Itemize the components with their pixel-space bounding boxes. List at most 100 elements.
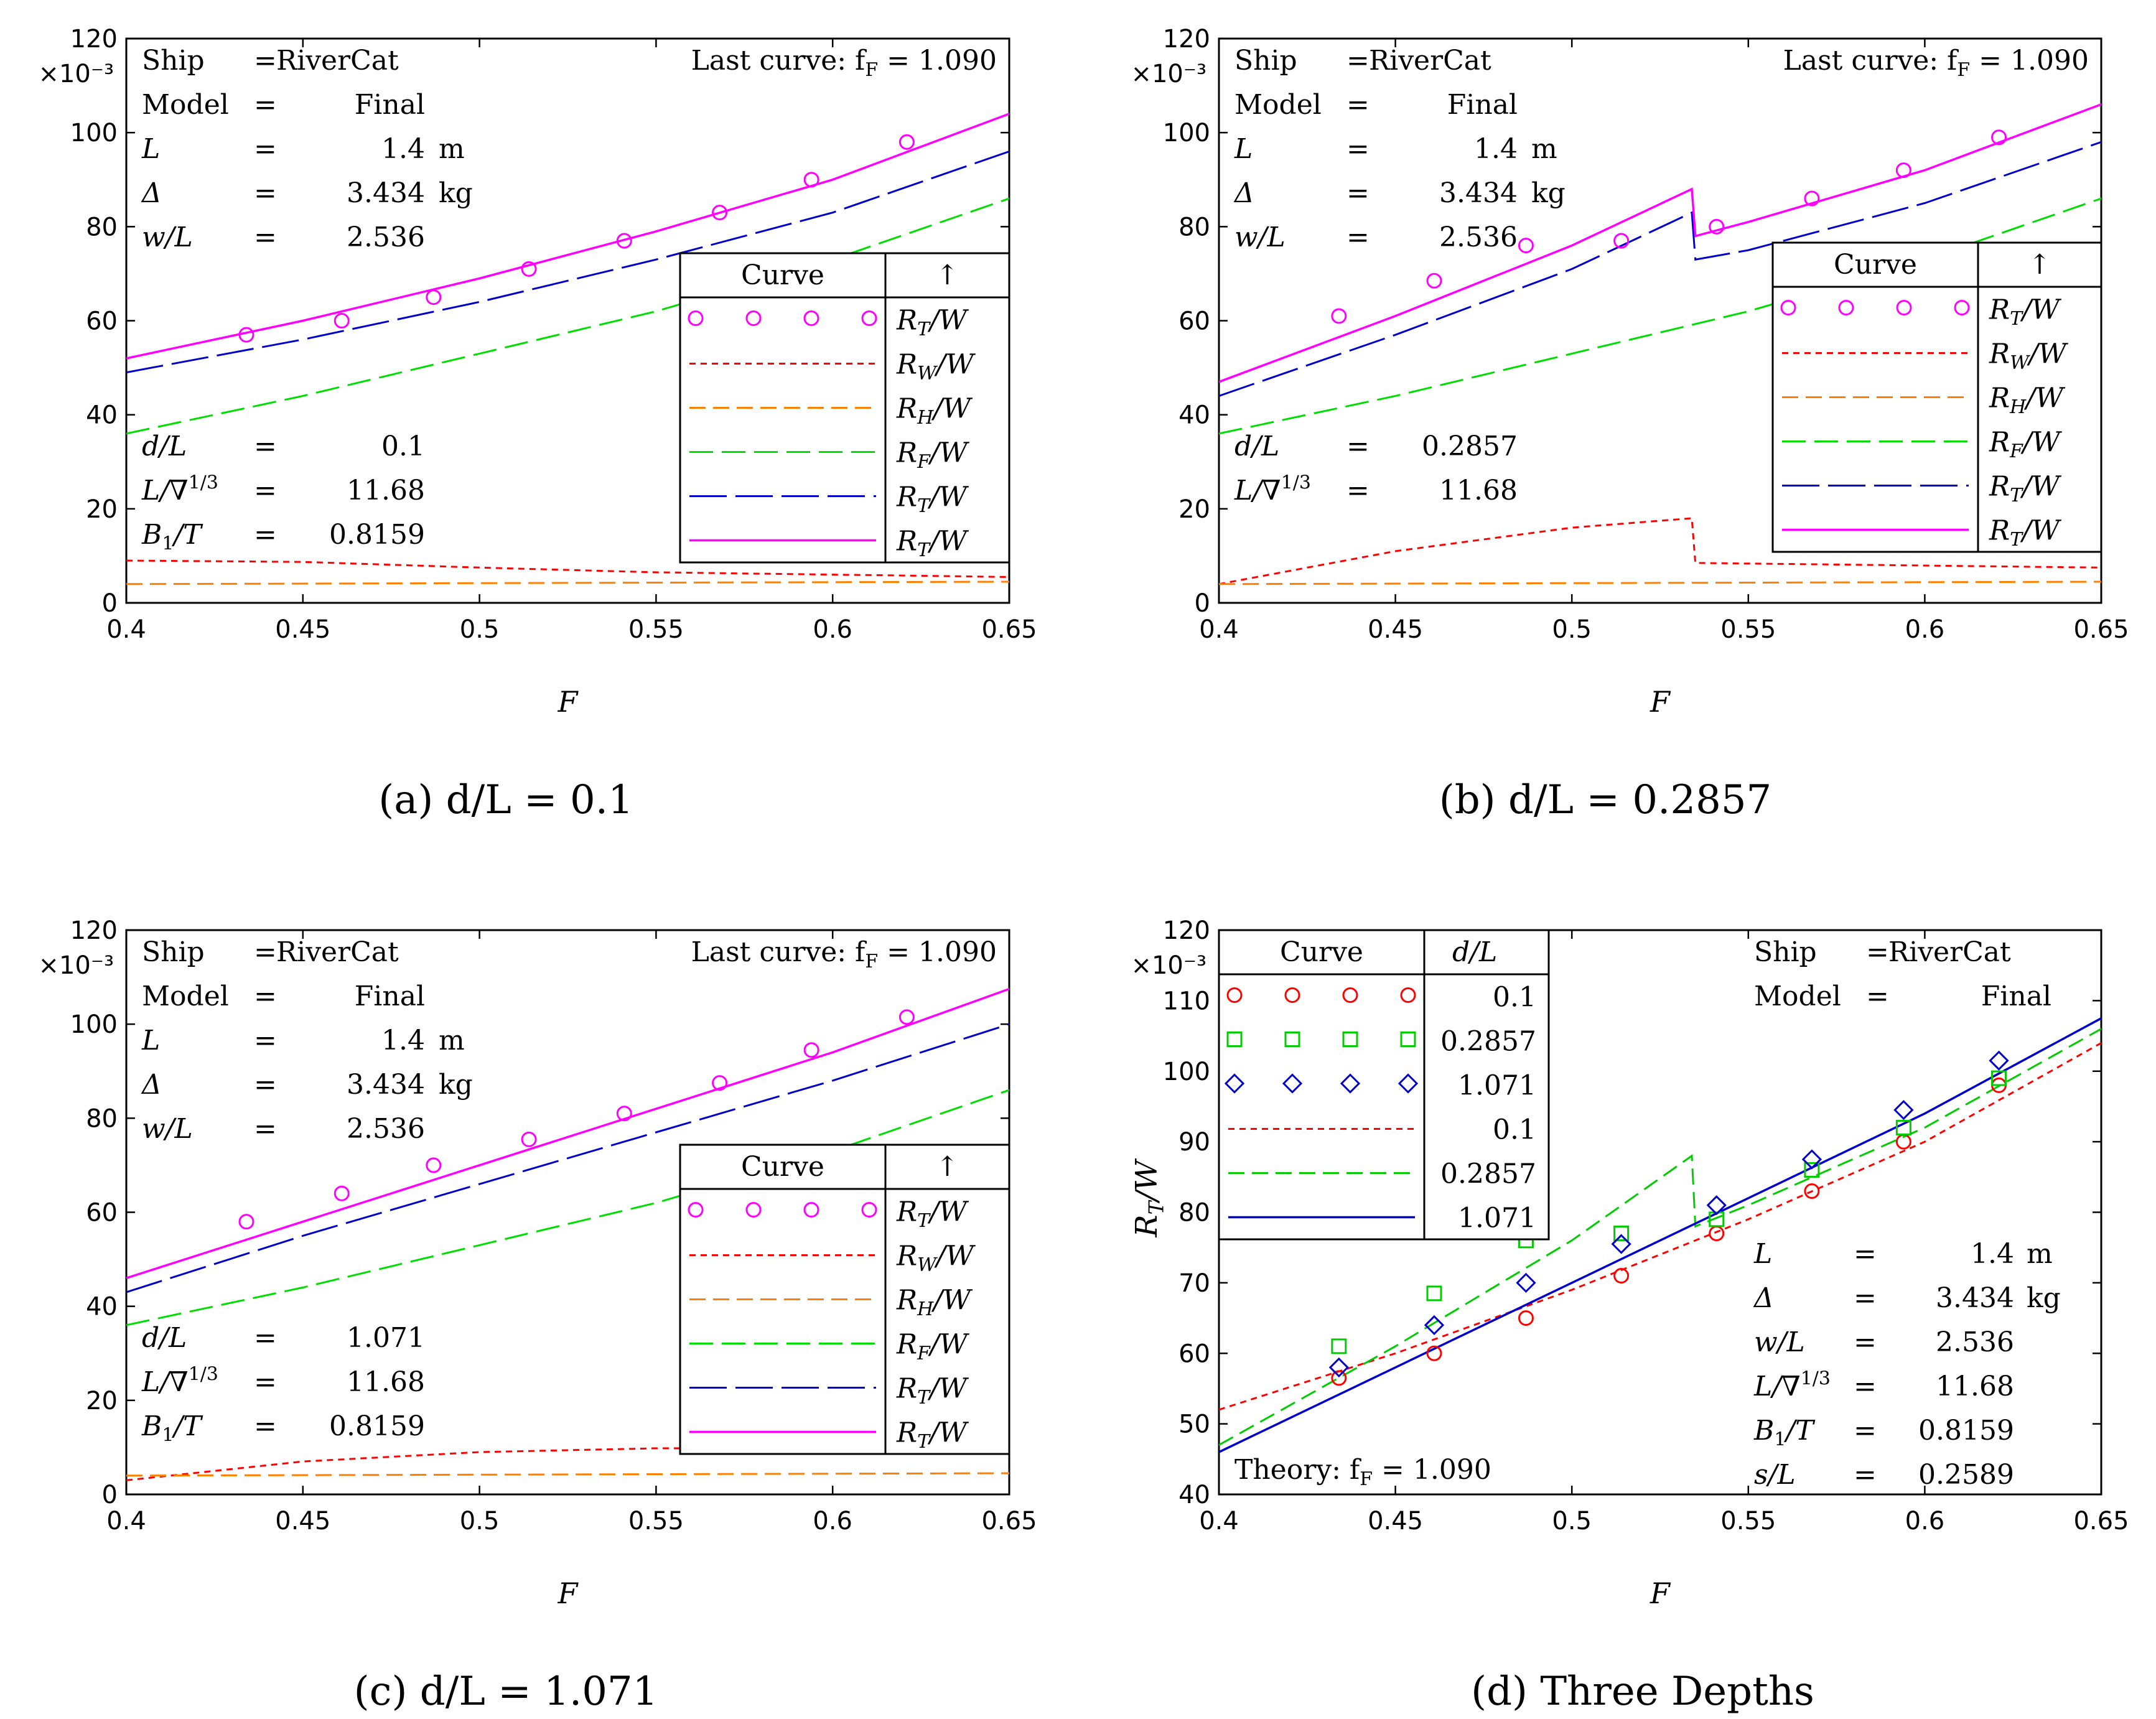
x-tick-label: 0.55 [1720,615,1776,644]
legend-entry: RT/W [896,526,969,562]
panel-c: 0.4 0.45 0.5 0.55 0.6 0.65 0 20 40 60 80 100 120 ×10⁻… [38,916,1037,1715]
info-unit: m [439,1025,465,1056]
info-key: Model [142,981,229,1012]
legend-entry: 0.2857 [1440,1026,1536,1058]
data-point-rt [898,134,915,150]
y-tick-label: 40 [1178,401,1210,430]
x-tick-label: 0.6 [813,1507,852,1535]
y-tick-label: 80 [86,213,118,241]
marker-circle [1226,987,1243,1003]
marker-diamond [1328,1357,1349,1378]
legend-box [1218,929,1550,1241]
panel-a: 0.4 0.45 0.5 0.55 0.6 0.65 0 20 40 60 80 100 120 ×10⁻… [38,25,1037,823]
marker-diamond [1398,1073,1419,1094]
x-tick-label: 0.65 [2073,1507,2129,1535]
info-value: RiverCat [276,45,399,77]
x-axis-label: F [558,685,579,719]
marker-square [1709,1211,1725,1228]
info-unit: kg [1531,177,1566,209]
y-tick-label: 100 [70,1010,118,1039]
marker-diamond [1516,1272,1536,1293]
series-line-d-0_1 [1219,1042,2101,1411]
x-tick-label: 0.65 [981,615,1037,644]
info-value: Final [355,981,425,1012]
data-point-rt [712,205,728,221]
data-point-rt [1804,190,1820,207]
legend-header-dl: d/L [1452,936,1497,968]
info-value: 11.68 [1936,1371,2014,1402]
legend-entry: RT/W [1989,294,2062,330]
x-tick-label: 0.45 [1368,1507,1423,1535]
y-tick-label: 20 [86,1387,118,1415]
legend-entry: 0.1 [1493,982,1536,1013]
info-key: Δ [1233,177,1254,209]
series-line-rw-w [126,1447,1009,1481]
data-point-rt [521,261,537,277]
legend-entry: 0.2857 [1440,1158,1536,1190]
legend-marker-circle [688,310,704,326]
y-tick-label: 100 [70,119,118,147]
info-value: RiverCat [1369,45,1491,77]
series-line-rw-w [126,559,1009,578]
legend-marker-circle [745,1202,762,1218]
info-value: 1.4 [1971,1238,2014,1270]
info-eq: = [1854,1459,1877,1491]
legend-marker-circle [1780,300,1796,315]
info-value: 0.8159 [329,519,425,551]
legend-entry: RW/W [896,349,976,385]
legend-header-curve: Curve [741,1151,824,1183]
info-eq: = [1854,1326,1877,1358]
last-curve-note: Last curve: fF = 1.090 [691,936,997,972]
info-key: L/∇1/3 [1753,1367,1831,1402]
series-line-rt-w-magenta [126,987,1009,1279]
data-point-rt [1991,129,2007,146]
info-value: 1.4 [381,1025,425,1056]
info-value: 0.1 [381,431,425,462]
data-point-rt [1426,273,1442,289]
info-value: 1.4 [381,133,425,165]
legend-header-curve: Curve [1280,936,1363,968]
marker-diamond [1340,1073,1361,1094]
legend: Curve d/L 0.1 0.2857 1.071 0.1 0.2857 1.071 [1218,929,1550,1241]
legend-entry: RT/W [896,482,969,518]
x-tick-label: 0.6 [1905,615,1945,644]
legend-marker-circle [861,1202,877,1218]
info-eq: = [254,431,277,462]
marker-diamond [1893,1099,1914,1120]
marker-circle [1709,1226,1725,1242]
marker-circle [1426,1345,1442,1361]
info-key: d/L [142,1322,187,1354]
info-key: d/L [1234,431,1279,462]
data-point-rt [521,1131,537,1147]
info-key: L [1753,1238,1772,1270]
exponent-label: ×10⁻³ [38,60,114,88]
info-value: 11.68 [347,1366,425,1398]
info-eq: = [254,133,277,165]
x-axis-label: F [1650,1577,1671,1610]
info-eq: = [254,45,277,77]
marker-circle [1613,1268,1630,1284]
info-key: Model [1754,981,1841,1012]
x-tick-label: 0.5 [1552,1507,1592,1535]
y-tick-label: 60 [1178,1339,1210,1368]
legend-entry: RF/W [1989,427,2063,463]
info-eq: = [1346,133,1370,165]
marker-square [1284,1032,1300,1047]
marker-square [1895,1119,1911,1135]
info-value: 2.536 [1936,1326,2014,1358]
legend-header-arrow: ↑ [936,259,959,291]
data-point-rt [803,172,819,188]
legend-entry: RH/W [896,393,973,429]
legend-entry: RW/W [1989,338,2069,375]
info-value: 11.68 [1439,475,1518,506]
info-eq: = [1346,45,1370,77]
marker-circle [1518,1310,1534,1326]
plot-area [126,987,1009,1481]
y-tick-label: 40 [86,1293,118,1321]
info-key: Δ [141,1069,162,1101]
info-value: RiverCat [276,936,399,968]
x-tick-label: 0.45 [275,615,330,644]
info-eq: = [254,981,277,1012]
info-eq: = [254,89,277,121]
info-eq: = [1866,936,1889,968]
